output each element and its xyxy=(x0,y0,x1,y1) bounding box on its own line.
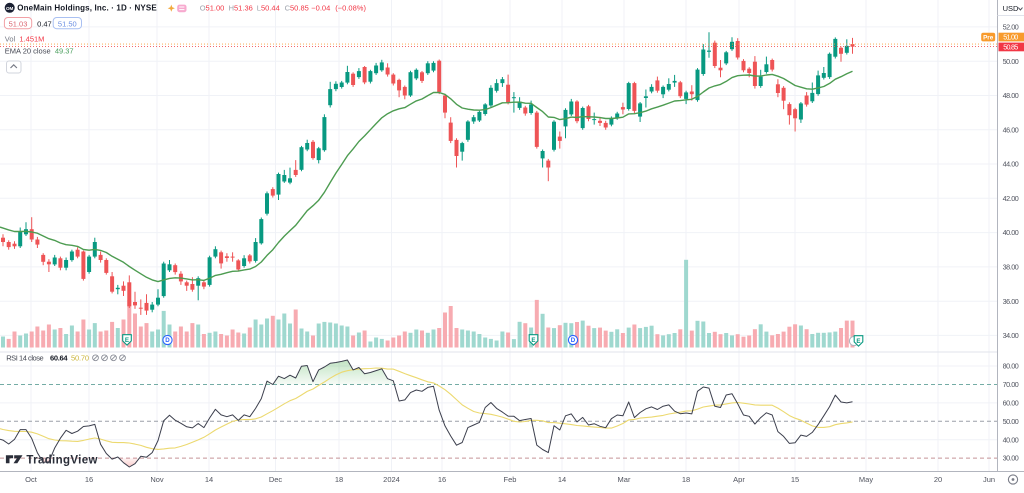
svg-text:38.00: 38.00 xyxy=(1003,263,1019,272)
svg-text:40.00: 40.00 xyxy=(1003,435,1019,444)
svg-text:16: 16 xyxy=(438,475,446,484)
svg-text:2024: 2024 xyxy=(383,475,400,484)
svg-text:Mar: Mar xyxy=(618,475,631,484)
svg-text:40.00: 40.00 xyxy=(1003,228,1019,237)
svg-text:50.85: 50.85 xyxy=(1003,42,1018,51)
svg-text:C50.85: C50.85 xyxy=(285,3,309,12)
svg-text:20: 20 xyxy=(934,475,942,484)
svg-text:51.00: 51.00 xyxy=(1003,32,1018,41)
svg-text:RSI 14 close: RSI 14 close xyxy=(6,354,44,363)
svg-text:E: E xyxy=(531,337,535,344)
svg-text:Apr: Apr xyxy=(733,475,745,484)
svg-text:30.00: 30.00 xyxy=(1003,454,1019,463)
svg-text:Pre: Pre xyxy=(983,34,994,41)
svg-text:−0.04: −0.04 xyxy=(311,3,330,12)
svg-text:44.00: 44.00 xyxy=(1003,160,1019,169)
svg-text:Jun: Jun xyxy=(983,475,995,484)
svg-text:34.00: 34.00 xyxy=(1003,331,1019,340)
svg-text:52.00: 52.00 xyxy=(1003,23,1019,32)
svg-text:51.03: 51.03 xyxy=(9,19,28,28)
svg-text:50.70: 50.70 xyxy=(71,354,89,363)
svg-text:60.64: 60.64 xyxy=(50,354,68,363)
svg-text:OneMain Holdings, Inc. · 1D ·: OneMain Holdings, Inc. · 1D · NYSE xyxy=(17,3,157,12)
svg-text:15: 15 xyxy=(791,475,799,484)
svg-text:TradingView: TradingView xyxy=(26,455,97,467)
svg-text:D: D xyxy=(165,337,170,344)
svg-text:70.00: 70.00 xyxy=(1003,380,1019,389)
svg-text:Oct: Oct xyxy=(25,475,38,484)
svg-text:Vol 1.451M: Vol 1.451M xyxy=(5,35,45,44)
svg-text:51.50: 51.50 xyxy=(58,19,77,28)
svg-text:E: E xyxy=(125,337,129,344)
svg-text:50.00: 50.00 xyxy=(1003,417,1019,426)
svg-text:60.00: 60.00 xyxy=(1003,399,1019,408)
svg-text:O51.00: O51.00 xyxy=(200,3,225,12)
svg-text:E: E xyxy=(856,338,860,345)
svg-text:80.00: 80.00 xyxy=(1003,362,1019,371)
svg-text:Nov: Nov xyxy=(150,475,164,484)
svg-text:16: 16 xyxy=(85,475,93,484)
svg-text:(−0.08%): (−0.08%) xyxy=(335,3,366,12)
svg-text:36.00: 36.00 xyxy=(1003,297,1019,306)
svg-text:D: D xyxy=(571,337,576,344)
svg-text:42.00: 42.00 xyxy=(1003,194,1019,203)
svg-text:Feb: Feb xyxy=(504,475,517,484)
svg-text:USD: USD xyxy=(1003,4,1019,13)
svg-text:14: 14 xyxy=(205,475,213,484)
svg-text:46.00: 46.00 xyxy=(1003,125,1019,134)
svg-text:H51.36: H51.36 xyxy=(229,3,253,12)
svg-text:18: 18 xyxy=(335,475,343,484)
svg-text:0.47: 0.47 xyxy=(37,19,52,28)
svg-text:EMA 20 close 49.37: EMA 20 close 49.37 xyxy=(5,47,74,56)
svg-text:48.00: 48.00 xyxy=(1003,91,1019,100)
svg-text:L50.44: L50.44 xyxy=(257,3,280,12)
svg-text:18: 18 xyxy=(682,475,690,484)
svg-text:OM: OM xyxy=(6,6,14,11)
svg-text:May: May xyxy=(859,475,873,484)
svg-text:14: 14 xyxy=(558,475,566,484)
svg-text:50.00: 50.00 xyxy=(1003,57,1019,66)
svg-text:Dec: Dec xyxy=(269,475,283,484)
